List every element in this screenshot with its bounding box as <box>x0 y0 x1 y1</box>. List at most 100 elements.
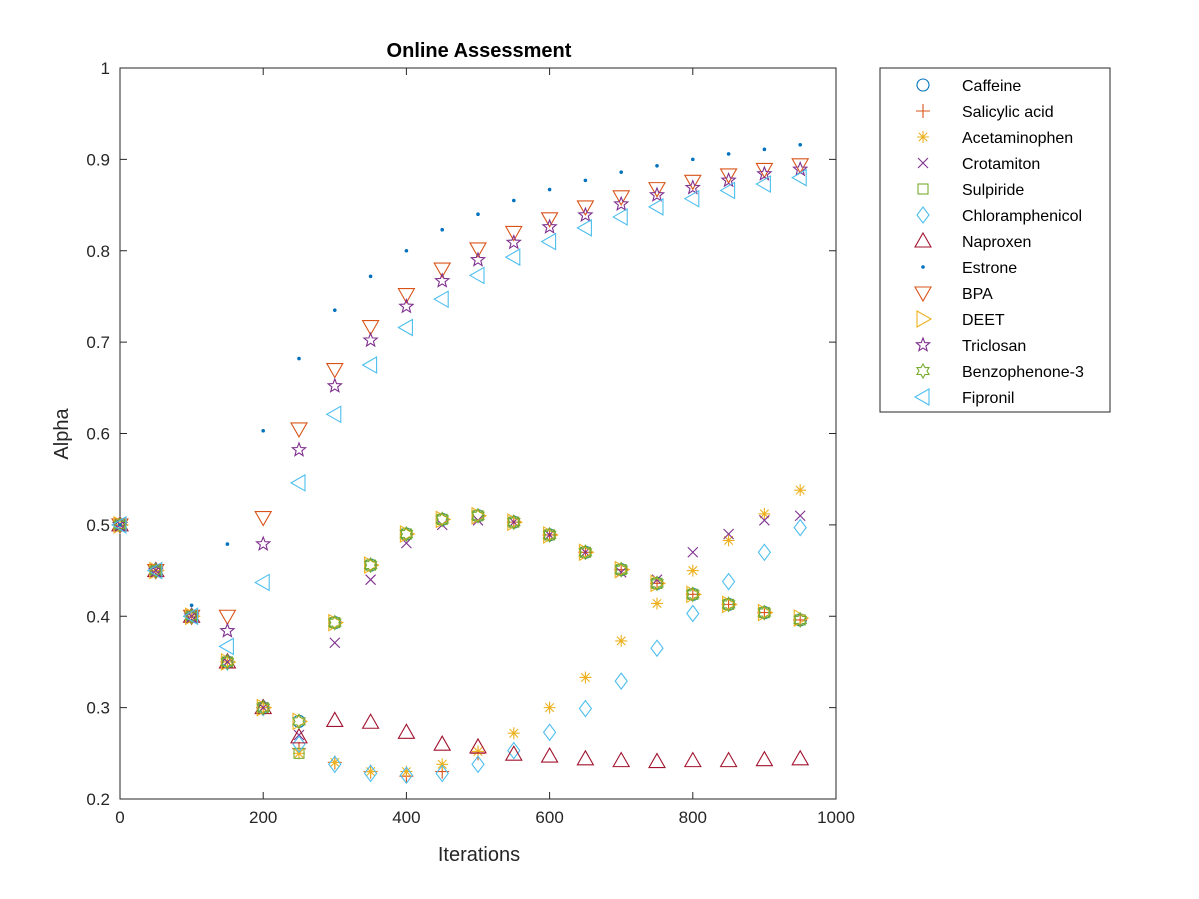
ticks: 0 200 400 600 800 1000 0.2 0.3 0.4 0.5 0.6 0.7 0.8 0.… <box>86 59 855 827</box>
data-point <box>110 515 127 534</box>
data-point <box>757 604 772 621</box>
y-tick-label: 0.5 <box>86 516 110 535</box>
data-point <box>542 723 557 742</box>
legend-marker <box>917 131 929 143</box>
y-tick-label: 0.6 <box>86 425 110 444</box>
data-point <box>291 713 307 730</box>
data-point <box>292 735 306 754</box>
legend-marker <box>913 388 930 406</box>
legend-label: Naproxen <box>962 234 1031 251</box>
data-point <box>721 596 736 613</box>
data-point <box>256 699 271 716</box>
data-point <box>507 513 523 532</box>
data-point <box>648 182 666 198</box>
data-point <box>650 639 664 658</box>
data-point <box>399 766 414 785</box>
legend-label: Salicylic acid <box>962 104 1054 121</box>
data-point <box>365 574 376 586</box>
series-fipronil <box>110 168 807 656</box>
data-point <box>290 422 308 439</box>
data-point <box>649 575 665 592</box>
legend-label: DEET <box>962 312 1005 329</box>
data-point <box>506 514 521 531</box>
legend-label: Triclosan <box>962 338 1026 355</box>
data-point <box>655 163 659 168</box>
data-point <box>220 652 237 671</box>
data-point <box>757 543 772 562</box>
legend-marker <box>916 206 930 224</box>
data-point <box>612 190 631 206</box>
data-point <box>542 526 557 544</box>
data-point <box>647 197 664 216</box>
data-point <box>691 157 695 162</box>
data-point <box>469 737 487 754</box>
data-point <box>436 758 449 771</box>
data-point <box>435 764 449 783</box>
data-point <box>755 162 774 179</box>
data-point <box>361 713 380 729</box>
data-point <box>540 746 559 763</box>
data-point <box>614 561 629 578</box>
data-point <box>325 711 344 727</box>
legend-label: Acetaminophen <box>962 130 1073 147</box>
data-point <box>328 613 344 632</box>
data-point <box>261 428 266 433</box>
x-tick-label: 1000 <box>817 808 855 827</box>
legend-marker <box>916 104 930 118</box>
legend: Caffeine Salicylic acid Acetaminophen Crota… <box>879 67 1111 413</box>
series-deet <box>113 506 810 731</box>
data-point <box>362 331 379 348</box>
data-point <box>333 308 337 312</box>
data-point <box>758 507 771 520</box>
data-point <box>220 653 235 671</box>
data-point <box>687 546 699 558</box>
data-point <box>612 207 628 226</box>
data-point <box>476 212 480 216</box>
data-point <box>793 611 808 629</box>
data-point <box>118 523 122 527</box>
data-point <box>435 510 452 529</box>
data-point <box>398 297 415 314</box>
legend-label: Benzophenone-3 <box>962 364 1084 381</box>
legend-label: Fipronil <box>962 390 1014 407</box>
legend-marker <box>915 362 931 380</box>
data-point <box>723 528 734 540</box>
data-point <box>361 320 380 336</box>
data-point <box>619 170 623 174</box>
y-axis-label: Alpha <box>51 408 73 460</box>
data-point <box>762 147 767 152</box>
data-point <box>719 751 738 768</box>
data-point <box>505 233 522 250</box>
legend-label: BPA <box>962 286 993 303</box>
data-point <box>328 755 342 774</box>
data-point <box>726 152 731 156</box>
y-tick-label: 0.3 <box>86 699 110 718</box>
y-tick-label: 0.8 <box>86 242 110 261</box>
data-point <box>719 181 736 200</box>
data-point <box>292 712 309 731</box>
plot-area <box>119 67 837 800</box>
data-point <box>399 525 414 543</box>
data-point <box>614 560 631 579</box>
data-point <box>648 752 666 769</box>
data-point <box>543 525 559 544</box>
data-point <box>794 510 806 522</box>
chart-title: Online Assessment <box>387 40 572 62</box>
data-point <box>254 573 270 592</box>
x-tick-label: 400 <box>392 808 420 827</box>
data-point <box>547 187 552 192</box>
data-points <box>110 142 810 785</box>
legend-box <box>879 67 1111 413</box>
data-point <box>401 537 412 549</box>
legend-marker <box>921 265 925 269</box>
data-point <box>504 745 523 761</box>
data-point <box>399 525 416 543</box>
data-point <box>540 212 559 228</box>
x-tick-label: 0 <box>115 808 124 827</box>
y-tick-label: 1 <box>101 59 110 78</box>
legend-marker <box>914 336 932 352</box>
data-point <box>218 609 237 626</box>
data-point <box>720 171 737 188</box>
legend-label: Estrone <box>962 260 1017 277</box>
data-point <box>468 266 485 285</box>
